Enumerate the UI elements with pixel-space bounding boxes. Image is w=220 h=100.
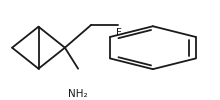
- Text: F: F: [116, 28, 121, 38]
- Text: NH₂: NH₂: [68, 89, 88, 99]
